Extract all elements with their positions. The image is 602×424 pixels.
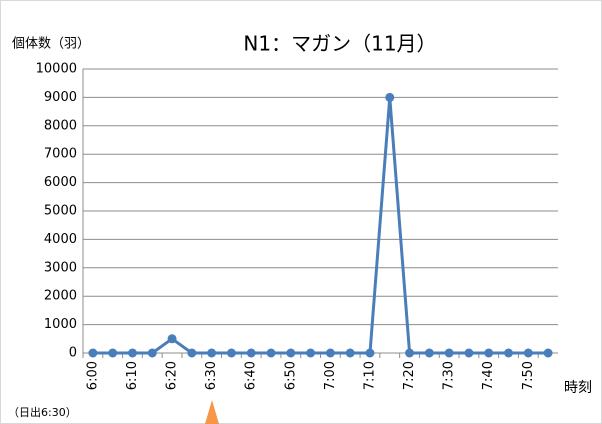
- x-tick-label: 6:00: [85, 361, 100, 390]
- marker: [523, 348, 533, 358]
- x-tick-label: 6:50: [283, 361, 298, 390]
- y-tick-label: 9000: [44, 90, 77, 105]
- marker: [167, 334, 177, 344]
- y-tick-label: 6000: [44, 175, 77, 190]
- x-tick-label: 7:30: [442, 361, 457, 390]
- y-tick-label: 3000: [44, 260, 77, 275]
- marker: [266, 348, 276, 358]
- y-tick-label: 8000: [44, 118, 77, 133]
- y-tick-label: 10000: [36, 62, 77, 77]
- y-tick-label: 1000: [44, 317, 77, 332]
- marker: [444, 348, 454, 358]
- chart-title: N1：マガン（11月）: [243, 32, 436, 56]
- marker: [226, 348, 236, 358]
- marker: [543, 348, 553, 358]
- y-axis-title: 個体数（羽）: [12, 37, 90, 52]
- marker: [504, 348, 514, 358]
- marker: [306, 348, 316, 358]
- marker: [464, 348, 474, 358]
- marker: [127, 348, 137, 358]
- x-tick-label: 7:10: [362, 361, 377, 390]
- annotation: （日出6:30）: [8, 405, 77, 419]
- x-tick-label: 6:20: [165, 361, 180, 390]
- x-tick-label: 7:40: [481, 361, 496, 390]
- y-tick-label: 5000: [44, 204, 77, 219]
- marker: [246, 348, 256, 358]
- marker: [325, 348, 335, 358]
- marker: [207, 348, 217, 358]
- marker: [484, 348, 494, 358]
- y-tick-label: 7000: [44, 147, 77, 162]
- y-tick-label: 0: [69, 346, 77, 361]
- marker: [108, 348, 118, 358]
- x-tick-label: 6:30: [204, 361, 219, 390]
- x-tick-label: 7:00: [323, 361, 338, 390]
- y-tick-label: 4000: [44, 232, 77, 247]
- y-tick-label: 2000: [44, 289, 77, 304]
- x-tick-label: 7:50: [521, 361, 536, 390]
- sunrise-arrow: [205, 400, 219, 424]
- marker: [345, 348, 355, 358]
- x-tick-label: 6:10: [125, 361, 140, 390]
- marker: [286, 348, 296, 358]
- x-axis-title: 時刻: [564, 380, 592, 396]
- x-tick-label: 6:40: [244, 361, 259, 390]
- marker: [385, 92, 395, 102]
- marker: [365, 348, 375, 358]
- marker: [424, 348, 434, 358]
- marker: [147, 348, 157, 358]
- marker: [88, 348, 98, 358]
- marker: [187, 348, 197, 358]
- x-tick-label: 7:20: [402, 361, 417, 390]
- marker: [405, 348, 415, 358]
